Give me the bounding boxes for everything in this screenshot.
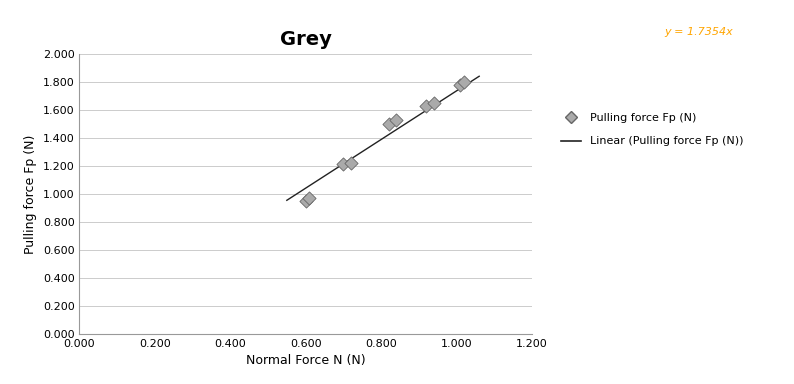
Point	[420, 103, 433, 109]
Text: y = 1.7354x: y = 1.7354x	[665, 27, 733, 37]
Legend: Pulling force Fp (N), Linear (Pulling force Fp (N)): Pulling force Fp (N), Linear (Pulling fo…	[561, 113, 744, 146]
Point	[299, 198, 312, 204]
Point	[303, 195, 316, 201]
Title: Grey: Grey	[279, 30, 332, 50]
X-axis label: Normal Force N (N): Normal Force N (N)	[246, 354, 365, 367]
Point	[345, 160, 357, 166]
Point	[337, 161, 349, 167]
Point	[383, 121, 395, 127]
Point	[457, 79, 470, 85]
Point	[454, 81, 467, 88]
Point	[427, 100, 440, 106]
Point	[390, 117, 403, 123]
Y-axis label: Pulling force Fp (N): Pulling force Fp (N)	[25, 134, 37, 253]
